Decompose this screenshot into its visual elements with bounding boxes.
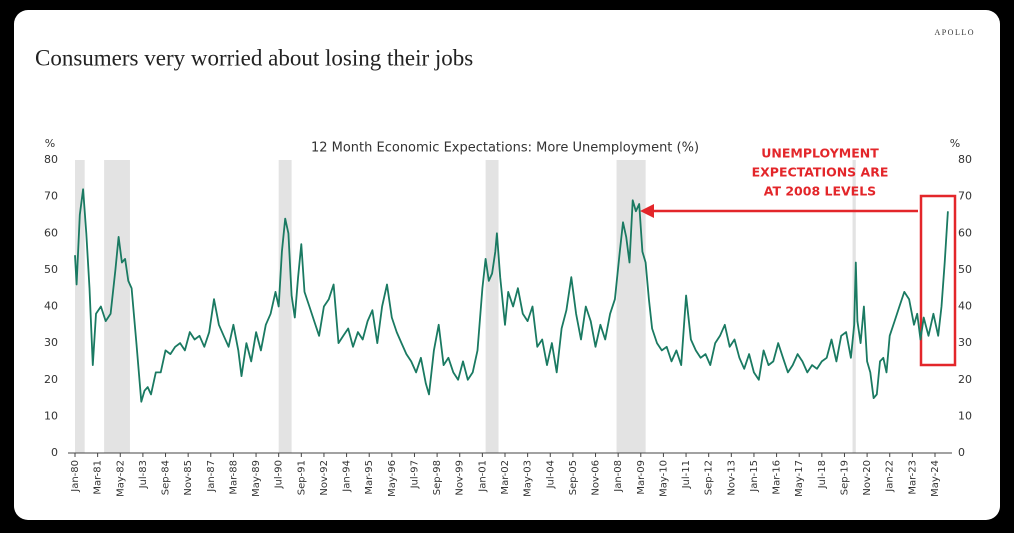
y2-tick-label: 30 xyxy=(958,336,972,349)
chart-subtitle: 12 Month Economic Expectations: More Une… xyxy=(311,141,699,156)
x-tick-label: Mar-81 xyxy=(93,460,104,495)
x-tick-label: Mar-09 xyxy=(636,460,647,495)
annotation: UNEMPLOYMENT xyxy=(761,146,879,161)
x-tick-label: Nov-92 xyxy=(319,460,330,496)
y2-tick-label: 40 xyxy=(958,300,972,313)
x-tick-label: Jan-80 xyxy=(70,460,81,493)
x-tick-label: Nov-06 xyxy=(591,460,602,496)
x-tick-label: Jan-08 xyxy=(613,460,624,493)
recession-band xyxy=(104,160,130,453)
x-tick-label: Nov-85 xyxy=(183,460,194,496)
x-tick-label: Jul-04 xyxy=(545,460,556,489)
y2-tick-label: 60 xyxy=(958,226,972,239)
x-tick-label: May-03 xyxy=(523,460,534,497)
y-tick-label: 80 xyxy=(44,153,58,166)
x-tick-label: Mar-02 xyxy=(500,460,511,495)
card xyxy=(14,10,1000,520)
x-tick-label: Nov-13 xyxy=(726,460,737,496)
arrow-head xyxy=(640,204,654,218)
annotation: AT 2008 LEVELS xyxy=(764,184,876,199)
y2-tick-label: 0 xyxy=(958,446,965,459)
x-tick-label: May-24 xyxy=(930,460,941,497)
annotation: EXPECTATIONS ARE xyxy=(752,165,889,180)
x-tick-label: Sep-84 xyxy=(161,460,172,495)
y-tick-label: 0 xyxy=(51,446,58,459)
y-tick-label: 30 xyxy=(44,336,58,349)
x-tick-label: Jul-18 xyxy=(817,460,828,489)
x-tick-label: May-96 xyxy=(387,460,398,497)
x-tick-label: Jan-87 xyxy=(206,460,217,493)
x-tick-label: Mar-88 xyxy=(228,460,239,495)
y2-tick-label: 20 xyxy=(958,373,972,386)
x-tick-label: May-89 xyxy=(251,460,262,497)
recession-band xyxy=(75,160,85,453)
x-tick-label: Sep-98 xyxy=(432,460,443,495)
y2-tick-label: 10 xyxy=(958,409,972,422)
x-tick-label: Jul-90 xyxy=(274,460,285,489)
x-tick-label: Jul-83 xyxy=(138,460,149,489)
x-tick-label: Sep-91 xyxy=(296,460,307,495)
x-tick-label: Sep-19 xyxy=(839,460,850,495)
highlight-box xyxy=(919,194,957,367)
y-tick-label: 70 xyxy=(44,190,58,203)
x-tick-label: Mar-23 xyxy=(907,460,918,495)
y-tick-label: 20 xyxy=(44,373,58,386)
x-tick-label: Jan-22 xyxy=(885,460,896,493)
y2-tick-label: 50 xyxy=(958,263,972,276)
y-tick-label: 40 xyxy=(44,300,58,313)
y-tick-label: 60 xyxy=(44,226,58,239)
recession-band xyxy=(278,160,292,453)
series-line xyxy=(74,188,949,403)
y2-tick-label: 70 xyxy=(958,190,972,203)
y2-tick-label: 80 xyxy=(958,153,972,166)
y2-axis-label: % xyxy=(950,137,960,150)
x-tick-label: Jul-11 xyxy=(681,460,692,489)
brand: APOLLO xyxy=(934,28,975,37)
y-axis-label: % xyxy=(45,137,55,150)
x-tick-label: Jan-15 xyxy=(749,460,760,493)
x-tick-label: Sep-12 xyxy=(704,460,715,495)
x-tick-label: Mar-95 xyxy=(364,460,375,495)
y-tick-label: 10 xyxy=(44,409,58,422)
x-tick-label: Nov-99 xyxy=(455,460,466,496)
x-tick-label: Jul-97 xyxy=(409,460,420,489)
x-tick-label: May-17 xyxy=(794,460,805,497)
chart-title: Consumers very worried about losing thei… xyxy=(35,45,473,70)
x-tick-label: Jan-94 xyxy=(342,460,353,493)
x-tick-label: Nov-20 xyxy=(862,460,873,496)
recession-band xyxy=(485,160,499,453)
x-tick-label: May-10 xyxy=(658,460,669,497)
x-tick-label: Mar-16 xyxy=(772,460,783,495)
x-tick-label: Sep-05 xyxy=(568,460,579,495)
recession-band xyxy=(616,160,646,453)
x-tick-label: May-82 xyxy=(115,460,126,497)
x-tick-label: Jan-01 xyxy=(477,460,488,493)
y-tick-label: 50 xyxy=(44,263,58,276)
